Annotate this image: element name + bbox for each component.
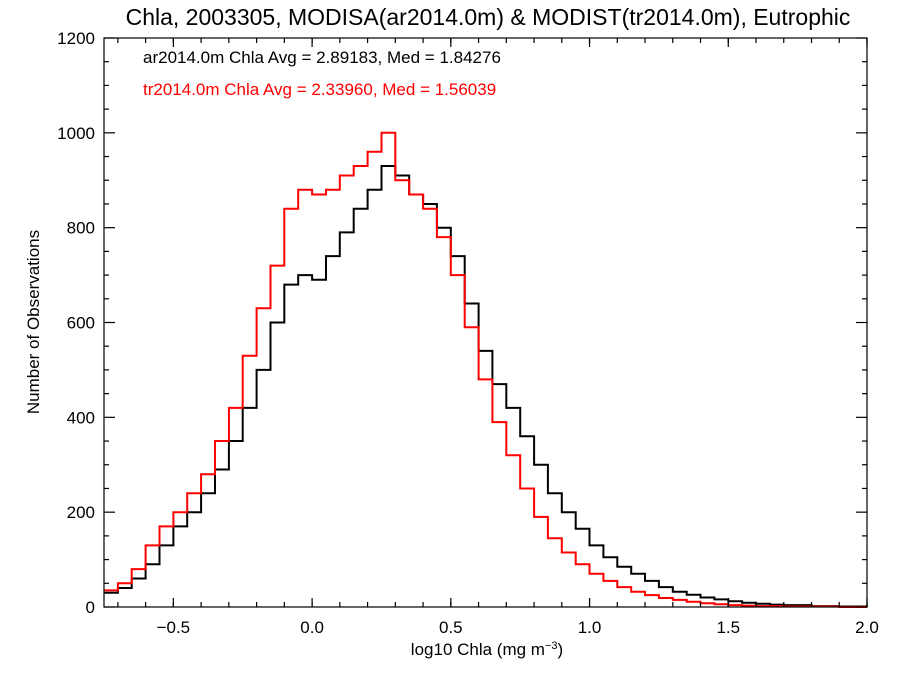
series-line-1 [104,165,868,608]
y-axis-label: Number of Observations [24,230,43,414]
y-tick-label: 600 [67,314,95,333]
y-tick-label: 400 [67,408,95,427]
x-tick-label: 1.5 [716,618,740,637]
y-tick-label: 1000 [57,124,95,143]
x-axis-label-close: ) [558,640,564,659]
x-axis-label-main: log10 Chla (mg m [411,640,545,659]
series-line-2 [104,131,867,608]
y-tick-label: 200 [67,503,95,522]
x-tick-label: 0.5 [439,618,463,637]
x-axis-label-superscript: −3 [545,640,558,652]
y-tick-label: 0 [86,598,95,617]
x-tick-label: 2.0 [855,618,879,637]
ticks-layer: −0.5 0.0 0.5 1.0 1.5 2.0 0 200 400 600 800 1000 1200 [57,29,879,637]
x-axis-label: log10 Chla (mg m−3) [411,640,563,659]
x-tick-label: 0.0 [300,618,324,637]
annotation-tr2014: tr2014.0m Chla Avg = 2.33960, Med = 1.56… [143,80,496,99]
x-tick-label: −0.5 [157,618,191,637]
chart-title: Chla, 2003305, MODISA(ar2014.0m) & MODIS… [126,4,851,30]
y-tick-label: 800 [67,219,95,238]
series-layer [104,131,868,608]
plot-frame [103,37,868,608]
annotation-ar2014: ar2014.0m Chla Avg = 2.89183, Med = 1.84… [143,48,501,67]
x-tick-label: 1.0 [578,618,602,637]
y-tick-label: 1200 [57,29,95,48]
